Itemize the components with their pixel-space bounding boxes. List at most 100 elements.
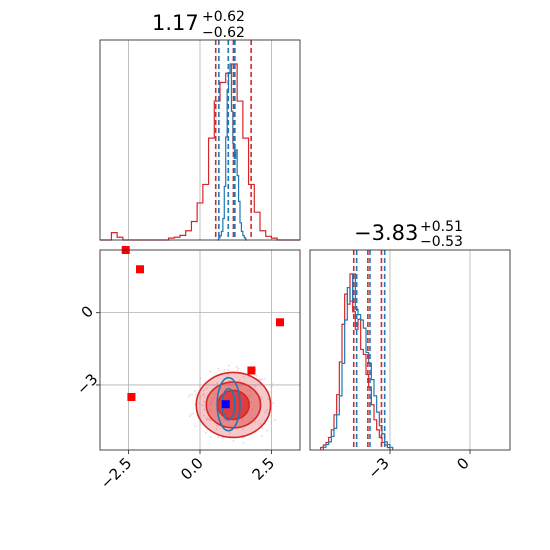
scatter-cloud-dot bbox=[188, 395, 190, 398]
hist2-panel: −3 0 bbox=[309, 249, 511, 482]
scatter-cloud-dot bbox=[232, 439, 235, 442]
scatter-cloud-dot bbox=[209, 435, 212, 438]
scatter-cloud-dot bbox=[242, 437, 244, 439]
scatter-cloud-dot bbox=[203, 400, 206, 403]
scatter-cloud-dot bbox=[271, 382, 273, 385]
scatter-cloud-dot bbox=[189, 393, 191, 396]
scatter-cloud-dot bbox=[203, 395, 206, 398]
scatter-cloud-dot bbox=[260, 434, 263, 437]
scatter-cloud-dot bbox=[216, 382, 218, 385]
scatter-cloud-dot bbox=[261, 378, 264, 381]
scatter-cloud-dot bbox=[251, 416, 254, 419]
hist1-title: 1.17 +0.62 −0.62 bbox=[152, 9, 245, 41]
scatter-cloud-dot bbox=[222, 417, 225, 420]
scatter-x-ticks: −2.5 0.0 2.5 bbox=[97, 450, 278, 493]
scatter-ytick-label-0: −3 bbox=[73, 370, 101, 398]
scatter-cloud-dot bbox=[217, 367, 220, 370]
scatter-contour-3 bbox=[216, 376, 241, 432]
scatter-cloud-dot bbox=[224, 418, 227, 421]
scatter-cloud-dot bbox=[238, 379, 241, 382]
scatter-cloud-dot bbox=[210, 400, 213, 403]
hist1-frame bbox=[99, 39, 301, 241]
scatter-cloud-dot bbox=[264, 377, 266, 380]
scatter-cloud-dot bbox=[267, 411, 269, 414]
scatter-cloud-dot bbox=[214, 393, 217, 396]
scatter-cloud-dot bbox=[227, 364, 230, 367]
scatter-cloud-dot bbox=[223, 369, 226, 371]
scatter-cloud-dot bbox=[241, 419, 244, 421]
scatter-cloud-dot bbox=[215, 428, 218, 431]
scatter-cloud-dot bbox=[251, 408, 254, 411]
scatter-cloud-dot bbox=[191, 412, 194, 415]
scatter-cloud-dot bbox=[242, 441, 245, 444]
scatter-cloud-dot bbox=[217, 436, 219, 438]
scatter-cloud-dot bbox=[270, 420, 273, 423]
scatter-cloud-dot bbox=[209, 402, 212, 404]
scatter-y-ticks: −3 0 bbox=[73, 302, 101, 398]
scatter-cloud-dot bbox=[270, 386, 273, 389]
scatter-cloud-dot bbox=[264, 411, 267, 414]
scatter-cloud-dot bbox=[272, 402, 275, 404]
scatter-red-point-2 bbox=[276, 318, 284, 327]
hist2-gridlines bbox=[389, 250, 471, 450]
scatter-cloud-dot bbox=[229, 379, 232, 382]
scatter-cloud-dot bbox=[193, 390, 196, 392]
scatter-cloud-dot bbox=[242, 376, 245, 378]
hist2-title-plus: +0.51 bbox=[420, 219, 463, 235]
scatter-panel: −2.5 0.0 2.5 −3 0 bbox=[73, 246, 301, 493]
scatter-blue-point bbox=[221, 400, 230, 409]
scatter-red-point-4 bbox=[127, 392, 136, 401]
scatter-red-point-1 bbox=[136, 265, 144, 274]
scatter-cloud-dot bbox=[269, 391, 271, 393]
scatter-cloud-dot bbox=[226, 373, 229, 376]
hist1-panel bbox=[99, 39, 301, 241]
scatter-cloud-dot bbox=[254, 385, 257, 388]
hist2-xtick-label-0: −3 bbox=[364, 454, 392, 482]
scatter-cloud-dot bbox=[227, 368, 230, 371]
scatter-cloud-dot bbox=[250, 401, 253, 404]
scatter-cloud-dot bbox=[202, 389, 205, 392]
scatter-cloud-dot bbox=[235, 366, 238, 368]
scatter-cloud-dot bbox=[191, 393, 194, 396]
scatter-cloud-dot bbox=[254, 421, 257, 423]
scatter-cloud-dot bbox=[209, 370, 212, 373]
scatter-cloud-dot bbox=[236, 369, 239, 372]
scatter-cloud-dot bbox=[202, 414, 205, 417]
scatter-cloud-dot bbox=[242, 428, 244, 431]
scatter-cloud-dot bbox=[216, 424, 218, 427]
scatter-cloud-dot bbox=[237, 367, 240, 370]
scatter-cloud-dot bbox=[250, 394, 253, 397]
scatter-contours bbox=[188, 364, 277, 444]
scatter-cloud-dot bbox=[261, 427, 264, 429]
scatter-cloud-dot bbox=[199, 395, 202, 398]
scatter-cloud-dot bbox=[202, 404, 204, 407]
scatter-cloud-dot bbox=[190, 413, 193, 416]
hist2-xtick-label-1: 0 bbox=[453, 454, 472, 473]
scatter-cloud-dot bbox=[199, 377, 202, 380]
scatter-cloud-dot bbox=[228, 432, 231, 435]
scatter-cloud-dot bbox=[205, 418, 208, 421]
hist2-x-ticks: −3 0 bbox=[364, 450, 473, 482]
hist1-quantile-lines bbox=[214, 40, 252, 240]
scatter-xtick-label-0: −2.5 bbox=[97, 454, 135, 492]
scatter-cloud-dot bbox=[209, 418, 211, 421]
scatter-cloud-dot bbox=[267, 398, 270, 401]
h2-series-0-step bbox=[320, 273, 391, 450]
scatter-cloud-dot bbox=[194, 424, 197, 427]
scatter-cloud-dot bbox=[202, 393, 205, 396]
hist2-title-value: −3.83 bbox=[354, 221, 418, 245]
scatter-cloud-dot bbox=[211, 397, 214, 400]
hist2-frame bbox=[309, 249, 511, 451]
scatter-cloud-dot bbox=[274, 418, 277, 421]
scatter-cloud-dot bbox=[260, 398, 263, 401]
scatter-cloud-dot bbox=[207, 417, 210, 420]
scatter-gridlines bbox=[100, 250, 300, 450]
scatter-cloud-dot bbox=[195, 393, 197, 396]
scatter-cloud-dot bbox=[259, 422, 262, 425]
scatter-cloud-dot bbox=[220, 387, 222, 390]
scatter-cloud-dot bbox=[205, 431, 207, 434]
scatter-cloud-dot bbox=[205, 387, 208, 390]
hist1-title-minus: −0.62 bbox=[202, 25, 245, 41]
hist1-gridlines bbox=[128, 40, 272, 240]
scatter-cloud-dot bbox=[209, 408, 211, 411]
